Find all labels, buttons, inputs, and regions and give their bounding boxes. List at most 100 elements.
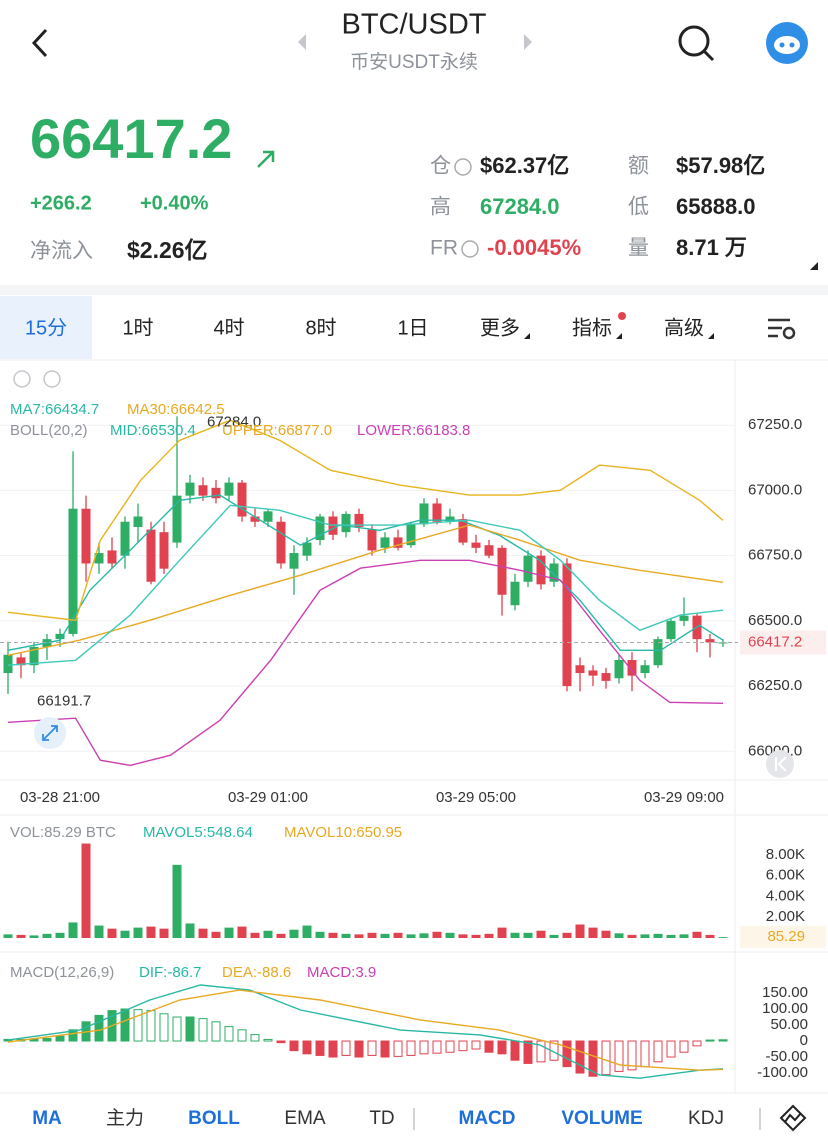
back-button[interactable] — [31, 28, 48, 58]
y-tick-label: 66500.0 — [748, 612, 802, 629]
volume-bar — [302, 925, 312, 938]
candle-body — [640, 665, 650, 674]
stat-label: 高 — [430, 196, 451, 219]
candle-body — [497, 547, 507, 595]
volume-bar — [484, 933, 494, 938]
stat-label: 低 — [628, 196, 649, 219]
change-pct: +0.40% — [140, 192, 209, 214]
candle-body — [627, 660, 637, 676]
next-arrow[interactable] — [524, 34, 532, 50]
y-tick-label: 66250.0 — [748, 677, 802, 694]
volume-bar — [341, 933, 351, 938]
last-price: 66417.2 — [30, 107, 232, 170]
stat-label: 量 — [628, 237, 649, 260]
settings-icon[interactable] — [768, 318, 796, 340]
candle-body — [159, 532, 169, 569]
candle-body — [198, 485, 208, 496]
volume-bar — [237, 926, 247, 938]
y-tick-label: 67250.0 — [748, 416, 802, 433]
macd-bar — [133, 1009, 143, 1042]
indicator-tab[interactable]: MA — [32, 1108, 62, 1129]
stat-value: 67284.0 — [480, 194, 560, 219]
timeframe-tab[interactable]: 指标 — [572, 316, 612, 339]
macd-bar — [276, 1040, 286, 1044]
help-icon[interactable] — [454, 158, 472, 176]
timeframe-tab[interactable]: 8时 — [305, 316, 336, 339]
volume-bar — [601, 930, 611, 938]
macd-bar — [497, 1040, 507, 1055]
volume-bar — [523, 932, 533, 938]
macd-tick-label: 0 — [800, 1032, 808, 1049]
candle-body — [679, 615, 689, 621]
macd-bar — [250, 1034, 260, 1042]
macd-bar — [211, 1021, 221, 1042]
legend-entry: UPPER:66877.0 — [222, 422, 332, 439]
macd-bar — [705, 1039, 715, 1042]
pair-title[interactable]: BTC/USDT — [342, 9, 487, 41]
candle-body — [250, 516, 260, 522]
draw-tool-icon[interactable] — [779, 1104, 807, 1132]
timeframe-tab[interactable]: 1时 — [122, 316, 153, 339]
candle-body — [94, 553, 104, 564]
volume-bar — [94, 925, 104, 938]
volume-bar — [328, 932, 338, 938]
volume-bar — [653, 933, 663, 938]
candle-body — [510, 581, 520, 606]
candle-body — [393, 537, 403, 548]
indicator-tab[interactable]: KDJ — [688, 1108, 724, 1129]
macd-bar — [289, 1040, 299, 1052]
volume-bar — [614, 933, 624, 938]
volume-legend: MAVOL10:650.95 — [284, 824, 402, 841]
indicator-tab[interactable]: EMA — [284, 1108, 326, 1129]
indicator-tab[interactable]: MACD — [459, 1108, 516, 1129]
volume-bar — [575, 924, 585, 938]
macd-bar — [666, 1040, 676, 1058]
indicator-tab[interactable]: TD — [369, 1108, 394, 1129]
stat-label: FR — [430, 237, 458, 260]
macd-bar — [484, 1040, 494, 1053]
macd-bar — [458, 1040, 468, 1052]
candle-body — [29, 646, 39, 666]
timeframe-tab[interactable]: 15分 — [25, 316, 67, 339]
macd-tick-label: 50.00 — [770, 1016, 808, 1033]
volume-bar — [497, 927, 507, 938]
volume-bar — [29, 935, 39, 938]
avatar-face — [774, 36, 800, 54]
x-tick-label: 03-29 05:00 — [436, 789, 516, 806]
macd-bar — [172, 1016, 182, 1042]
help-icon[interactable] — [461, 240, 479, 258]
collapse-icon[interactable] — [13, 370, 31, 388]
volume-bar — [367, 932, 377, 938]
indicator-line — [7, 504, 724, 666]
volume-bar — [354, 934, 364, 938]
timeframe-tab[interactable]: 高级 — [664, 316, 704, 339]
timeframe-tab[interactable]: 1日 — [397, 317, 428, 339]
timeframe-tab[interactable]: 更多 — [480, 316, 520, 339]
volume-bar — [471, 934, 481, 938]
search-icon — [678, 25, 710, 57]
stat-value: $57.98亿 — [676, 153, 765, 178]
prev-arrow[interactable] — [298, 34, 306, 50]
avatar[interactable] — [766, 22, 808, 64]
candle-body — [471, 542, 481, 548]
volume-bar — [393, 932, 403, 938]
macd-tick-label: 150.00 — [762, 984, 808, 1001]
macd-bar — [471, 1040, 481, 1050]
candle-body — [367, 529, 377, 551]
chart-settings-icon[interactable] — [43, 370, 61, 388]
timeframe-tab[interactable]: 4时 — [213, 316, 244, 339]
search-button[interactable] — [678, 25, 715, 62]
candle-body — [380, 537, 390, 548]
indicator-tab[interactable]: 主力 — [106, 1107, 144, 1129]
indicator-line — [7, 419, 724, 622]
indicator-tab[interactable]: VOLUME — [561, 1108, 642, 1129]
indicator-tab[interactable]: BOLL — [188, 1108, 240, 1129]
dropdown-triangle — [708, 333, 714, 339]
divider — [0, 285, 828, 295]
volume-legend: MAVOL5:548.64 — [143, 824, 253, 841]
expand-triangle[interactable] — [810, 262, 818, 270]
stat-label: 仓 — [430, 155, 451, 178]
candle-body — [68, 508, 78, 634]
dropdown-triangle — [524, 333, 530, 339]
candle-body — [445, 516, 455, 522]
